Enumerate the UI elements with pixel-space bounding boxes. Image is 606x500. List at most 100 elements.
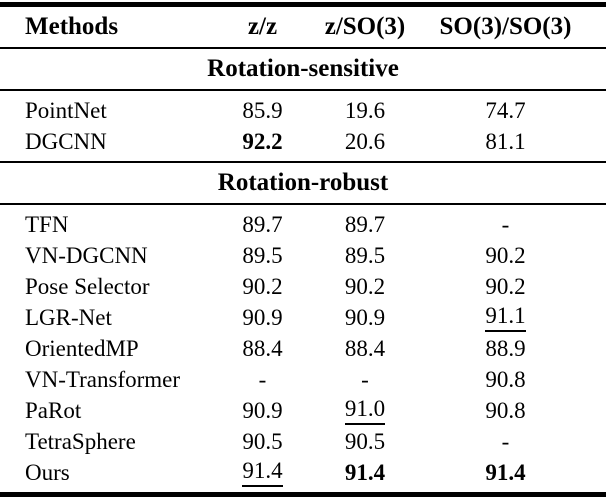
- metric-value: 20.6: [315, 129, 415, 155]
- metric-value: 88.4: [210, 336, 315, 362]
- metric-value-text: -: [501, 428, 510, 454]
- table-row: OrientedMP 88.4 88.4 88.9: [0, 333, 606, 364]
- metric-value: 92.2: [210, 129, 315, 155]
- table-sections: Rotation-sensitive PointNet 85.9 19.6 74.7 DG…: [0, 49, 606, 492]
- metric-value-text: 91.4: [344, 459, 386, 485]
- column-header-methods: Methods: [25, 13, 119, 40]
- table-row: LGR-Net 90.9 90.9 91.1: [0, 302, 606, 333]
- metric-value-text: 88.4: [242, 335, 283, 361]
- metric-value-text: 90.5: [344, 428, 386, 454]
- table-row: VN-Transformer - - 90.8: [0, 364, 606, 395]
- metric-value-text: 91.1: [485, 304, 526, 332]
- metric-value-text: 89.7: [242, 211, 283, 237]
- metric-value: 90.2: [415, 274, 596, 300]
- metric-value: 91.4: [315, 460, 415, 486]
- metric-value: 91.1: [415, 303, 596, 332]
- metric-value: -: [210, 367, 315, 393]
- metric-value-text: 90.8: [485, 366, 526, 392]
- metric-value: 89.7: [210, 212, 315, 238]
- method-name: VN-Transformer: [25, 366, 181, 392]
- bottom-rule: [0, 492, 606, 497]
- metric-value: 88.9: [415, 336, 596, 362]
- metric-value-text: 91.0: [344, 397, 386, 425]
- table-row: TetraSphere 90.5 90.5 -: [0, 426, 606, 457]
- method-name: PointNet: [25, 97, 107, 123]
- metric-value: 89.5: [210, 243, 315, 269]
- metric-value-text: 90.2: [485, 273, 526, 299]
- metric-value: 91.4: [415, 460, 596, 486]
- metric-value-text: 91.4: [242, 459, 283, 487]
- metric-value-text: 85.9: [242, 97, 283, 123]
- column-header-so3-so3: SO(3)/SO(3): [439, 13, 572, 40]
- table-row: Ours 91.4 91.4 91.4: [0, 457, 606, 488]
- method-name: LGR-Net: [25, 304, 112, 330]
- metric-value-text: -: [258, 366, 267, 392]
- metric-value: 90.2: [210, 274, 315, 300]
- metric-value: 74.7: [415, 98, 596, 124]
- table-row: PaRot 90.9 91.0 90.8: [0, 395, 606, 426]
- metric-value-text: 89.7: [344, 211, 386, 237]
- top-rule: [0, 2, 606, 7]
- column-header-z-z: z/z: [247, 13, 278, 40]
- metric-value-text: 90.9: [242, 397, 283, 423]
- metric-value: 90.8: [415, 367, 596, 393]
- method-name: DGCNN: [25, 128, 107, 154]
- metric-value-text: 74.7: [485, 97, 526, 123]
- metric-value: 90.5: [315, 429, 415, 455]
- metric-value: 90.8: [415, 398, 596, 424]
- method-name: Ours: [25, 459, 70, 485]
- metric-value: 90.9: [210, 398, 315, 424]
- metric-value-text: 90.5: [242, 428, 283, 454]
- metric-value: 90.9: [315, 305, 415, 331]
- metric-value-text: 89.5: [344, 242, 386, 268]
- method-name: PaRot: [25, 397, 82, 423]
- metric-value: 19.6: [315, 98, 415, 124]
- metric-value-text: 91.4: [485, 459, 526, 485]
- metric-value-text: 20.6: [344, 128, 386, 154]
- metric-value-text: 19.6: [344, 97, 386, 123]
- metric-value: 91.0: [315, 396, 415, 425]
- metric-value-text: 88.4: [344, 335, 386, 361]
- table-row: DGCNN 92.2 20.6 81.1: [0, 126, 606, 157]
- table-row: VN-DGCNN 89.5 89.5 90.2: [0, 240, 606, 271]
- metric-value: 88.4: [315, 336, 415, 362]
- metric-value-text: 81.1: [485, 128, 526, 154]
- metric-value-text: -: [361, 366, 369, 392]
- metric-value: -: [315, 367, 415, 393]
- metric-value: 91.4: [210, 458, 315, 487]
- metric-value-text: -: [501, 211, 510, 237]
- metric-value-text: 89.5: [242, 242, 283, 268]
- table-row: TFN 89.7 89.7 -: [0, 209, 606, 240]
- section-title: Rotation-robust: [217, 169, 389, 196]
- table-row: PointNet 85.9 19.6 74.7: [0, 95, 606, 126]
- metric-value-text: 90.2: [344, 273, 386, 299]
- table-row: Pose Selector 90.2 90.2 90.2: [0, 271, 606, 302]
- metric-value: 90.2: [315, 274, 415, 300]
- divider-rule: [0, 89, 606, 91]
- method-name: Pose Selector: [25, 273, 150, 299]
- divider-rule: [0, 161, 606, 163]
- metric-value: 81.1: [415, 129, 596, 155]
- metric-value: 89.7: [315, 212, 415, 238]
- metric-value: 85.9: [210, 98, 315, 124]
- header-rule: [0, 47, 606, 49]
- table-header-row: Methods z/z z/SO(3) SO(3)/SO(3): [0, 7, 606, 47]
- metric-value-text: 88.9: [485, 335, 526, 361]
- section-rows: PointNet 85.9 19.6 74.7 DGCNN 92.2 20.6 81.1: [0, 91, 606, 161]
- method-name: VN-DGCNN: [25, 242, 148, 268]
- section-rows: TFN 89.7 89.7- VN-DGCNN 89.5 89.5 90.2 Pose Sel…: [0, 205, 606, 492]
- metric-value-text: 90.9: [344, 304, 386, 330]
- metric-value: 90.5: [210, 429, 315, 455]
- metric-value: 90.9: [210, 305, 315, 331]
- metric-value: -: [415, 429, 596, 455]
- metric-value-text: 90.9: [242, 304, 283, 330]
- metric-value-text: 90.2: [242, 273, 283, 299]
- divider-rule: [0, 203, 606, 205]
- metric-value-text: 90.8: [485, 397, 526, 423]
- metric-value: -: [415, 212, 596, 238]
- method-name: TFN: [25, 211, 69, 237]
- metric-value-text: 90.2: [485, 242, 526, 268]
- metric-value: 90.2: [415, 243, 596, 269]
- section-title: Rotation-sensitive: [207, 55, 399, 82]
- column-header-z-so3: z/SO(3): [324, 13, 406, 40]
